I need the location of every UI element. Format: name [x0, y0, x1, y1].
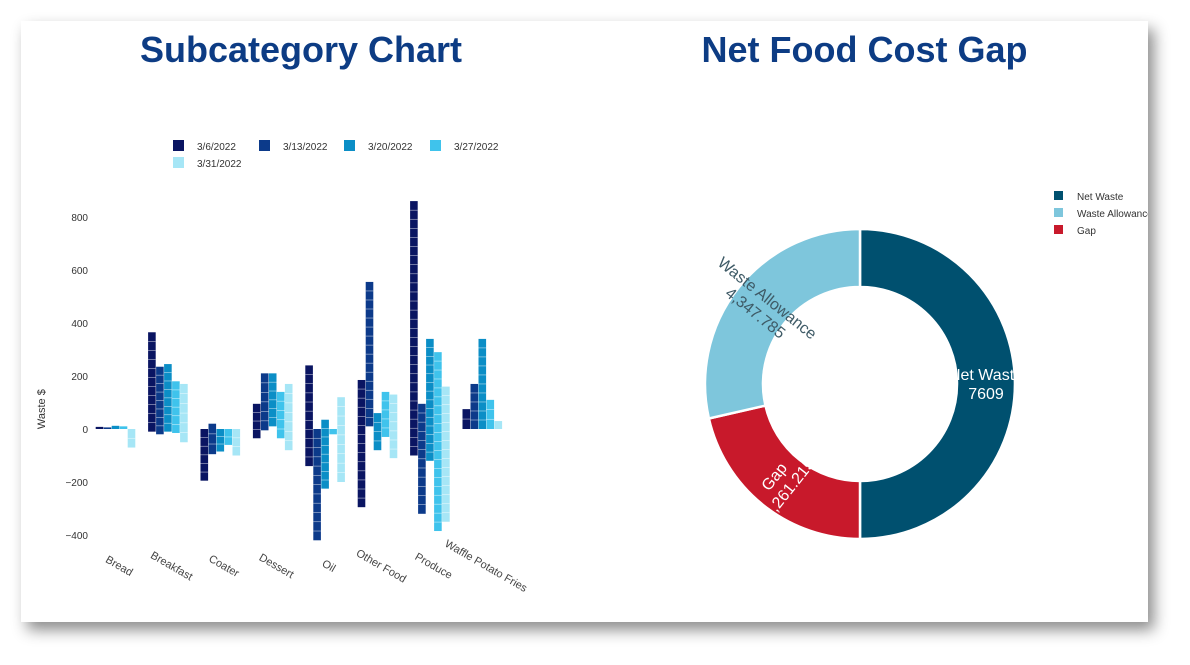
donut-label-name: Net Waste [949, 367, 1023, 384]
subcategory-bar-chart: 3/6/2022 3/13/2022 3/20/2022 3/27/2022 3/31/… [36, 140, 530, 595]
donut-label-net-waste: Net Waste 7609 [949, 367, 1023, 403]
legend-label-3-20-2022[interactable]: 3/20/2022 [368, 142, 413, 153]
bar-dessert-3-31-2022[interactable] [284, 383, 293, 451]
dashboard-panel: Subcategory Chart Net Food Cost Gap 3/6/… [21, 21, 1148, 622]
bar-oil-3-31-2022[interactable] [337, 397, 345, 482]
y-tick-label: 400 [71, 319, 88, 330]
bar-coater-3-13-2022[interactable] [208, 423, 217, 455]
x-tick-label-produce: Produce [413, 551, 454, 582]
x-tick-label-bread: Bread [103, 554, 134, 579]
y-tick-label: −400 [65, 531, 88, 542]
legend-label-gap[interactable]: Gap [1077, 226, 1096, 237]
bar-dessert-3-27-2022[interactable] [276, 391, 285, 439]
bar-coater-3-31-2022[interactable] [232, 429, 241, 456]
bar-coater-3-20-2022[interactable] [216, 429, 225, 452]
legend-swatch-net-waste[interactable] [1054, 191, 1063, 200]
bar-other-food-3-27-2022[interactable] [381, 391, 390, 437]
x-tick-label-waffle-potato-fries: Waffle Potato Fries [443, 538, 530, 595]
x-tick-label-other-food: Other Food [354, 547, 408, 585]
donut-label-value: 7609 [968, 386, 1004, 403]
legend-label-3-31-2022[interactable]: 3/31/2022 [197, 159, 242, 170]
legend-swatch-3-13-2022[interactable] [259, 140, 270, 151]
y-tick-label: 600 [71, 266, 88, 277]
y-tick-label: 800 [71, 213, 88, 224]
bar-waffle-potato-fries-3-27-2022[interactable] [486, 399, 495, 429]
y-tick-label: −200 [65, 478, 88, 489]
bar-oil-3-27-2022[interactable] [329, 429, 337, 435]
legend-swatch-waste-allowance[interactable] [1054, 208, 1063, 217]
legend-label-net-waste[interactable]: Net Waste [1077, 192, 1124, 203]
donut-slice-net-waste[interactable] [858, 227, 1017, 541]
net-food-cost-gap-title: Net Food Cost Gap [701, 29, 1028, 70]
bar-bread-3-13-2022[interactable] [103, 427, 112, 429]
donut-slice-waste-allowance[interactable] [703, 227, 862, 420]
bar-bread-3-27-2022[interactable] [119, 426, 128, 429]
x-tick-label-coater: Coater [206, 553, 241, 580]
bar-waffle-potato-fries-3-31-2022[interactable] [494, 421, 503, 429]
bar-breakfast-3-6-2022[interactable] [148, 332, 156, 432]
legend-swatch-3-6-2022[interactable] [173, 140, 184, 151]
bar-other-food-3-31-2022[interactable] [389, 394, 398, 459]
y-tick-label: 0 [82, 425, 88, 436]
bar-waffle-potato-fries-3-13-2022[interactable] [470, 383, 479, 429]
bar-oil-3-6-2022[interactable] [305, 365, 313, 467]
legend-swatch-3-31-2022[interactable] [173, 157, 184, 168]
x-tick-label-dessert: Dessert [257, 552, 296, 581]
legend-label-3-27-2022[interactable]: 3/27/2022 [454, 142, 499, 153]
legend-label-waste-allowance[interactable]: Waste Allowance [1077, 209, 1148, 220]
legend-swatch-3-27-2022[interactable] [430, 140, 441, 151]
legend-swatch-3-20-2022[interactable] [344, 140, 355, 151]
x-tick-label-oil: Oil [320, 558, 338, 575]
y-axis-title: Waste $ [36, 389, 48, 429]
bar-produce-3-31-2022[interactable] [442, 386, 450, 522]
y-tick-label: 200 [71, 372, 88, 383]
bar-bread-3-6-2022[interactable] [95, 426, 104, 429]
donut-slice-gap[interactable] [707, 404, 862, 541]
subcategory-chart-title: Subcategory Chart [139, 29, 463, 70]
bar-bread-3-20-2022[interactable] [111, 425, 120, 429]
legend-label-3-13-2022[interactable]: 3/13/2022 [283, 142, 328, 153]
legend-label-3-6-2022[interactable]: 3/6/2022 [197, 142, 236, 153]
x-tick-label-breakfast: Breakfast [148, 550, 194, 584]
legend-swatch-gap[interactable] [1054, 225, 1063, 234]
